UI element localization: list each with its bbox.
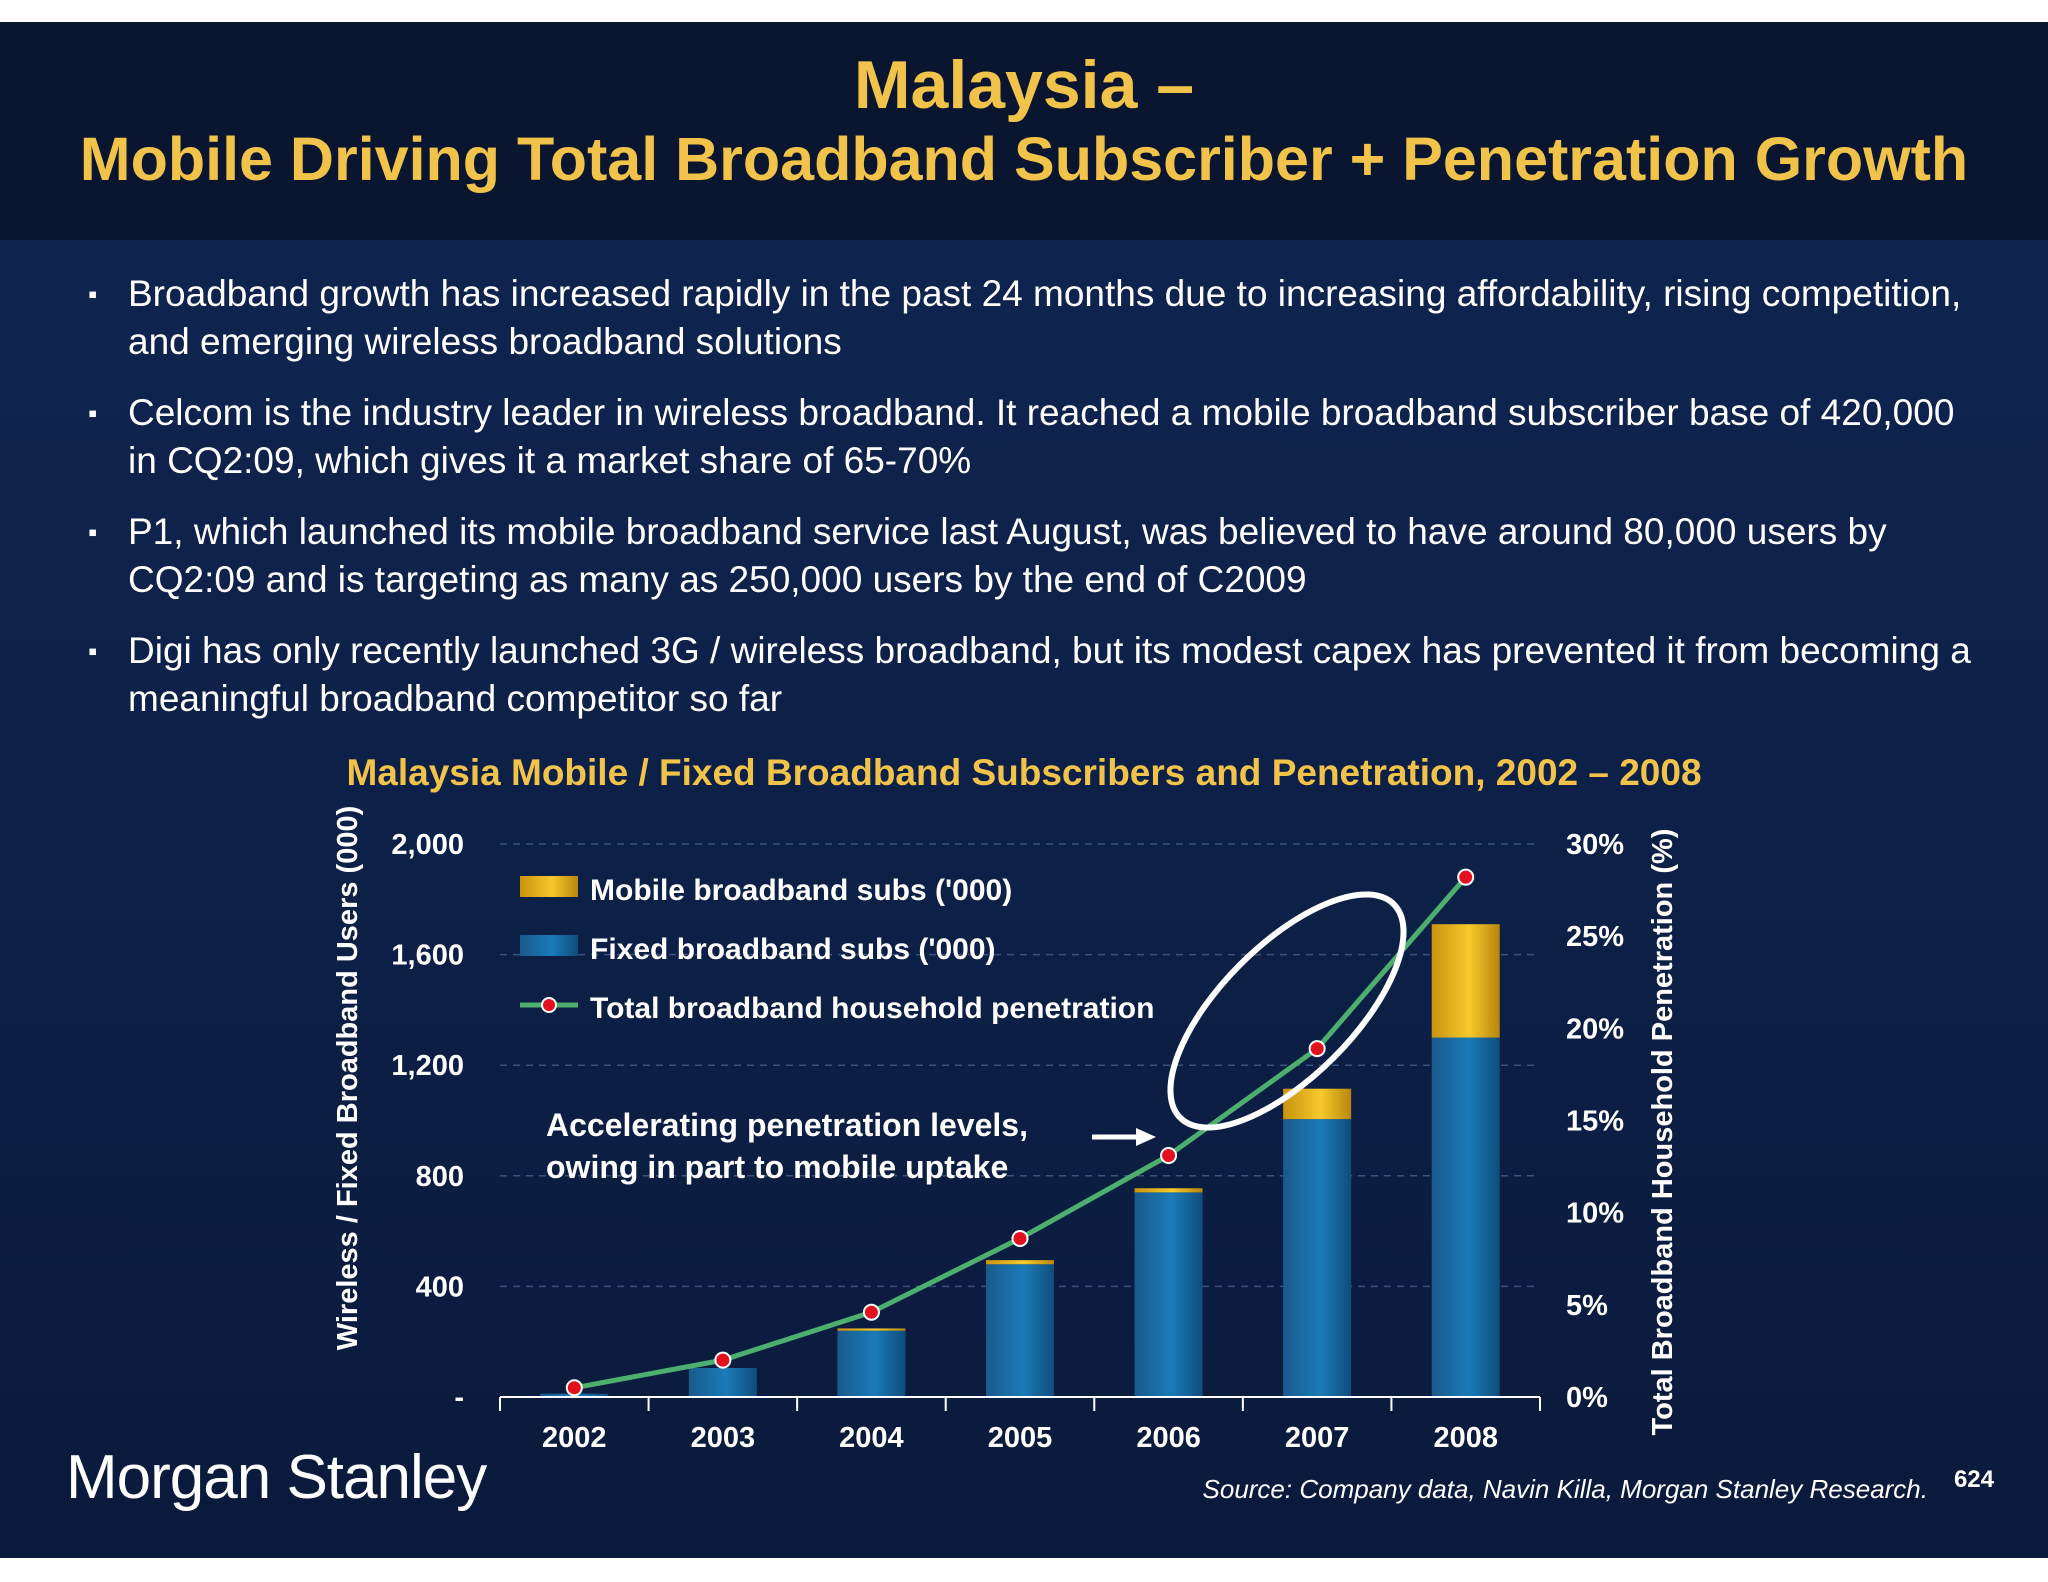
penetration-point-2003	[714, 1351, 732, 1369]
arrow-right-icon	[1092, 1128, 1156, 1146]
legend: Mobile broadband subs ('000) Fixed broad…	[520, 874, 1154, 1025]
bullet-text: Broadband growth has increased rapidly i…	[128, 273, 1962, 362]
chart: - 400 800 1,200 1,600 2,000 0% 5% 10% 15% 20% 25% 30…	[332, 806, 1679, 1454]
bullet-list: ▪ Broadband growth has increased rapidly …	[88, 270, 1988, 746]
title-band: Malaysia – Mobile Driving Total Broadban…	[0, 22, 2048, 240]
x-tick-label: 2008	[1433, 1422, 1498, 1454]
y-tick-label: 2,000	[391, 829, 464, 861]
y-axis-right-label: Total Broadband Household Penetration (%…	[1647, 829, 1679, 1436]
bar-mobile-2005	[986, 1260, 1054, 1265]
penetration-point-2007	[1308, 1040, 1326, 1058]
x-tick-label: 2007	[1285, 1422, 1350, 1454]
bar-mobile-2004	[837, 1328, 906, 1331]
y2-tick-label: 10%	[1566, 1198, 1624, 1230]
bar-mobile-2006	[1134, 1188, 1203, 1193]
chart-title: Malaysia Mobile / Fixed Broadband Subscr…	[346, 752, 1702, 793]
bar-fixed-2004	[837, 1330, 906, 1397]
bullet-square-icon: ▪	[88, 517, 98, 547]
penetration-point-2006	[1160, 1147, 1178, 1165]
annotation: Accelerating penetration levels, owing i…	[546, 891, 1407, 1185]
y-axis-left-label: Wireless / Fixed Broadband Users (000)	[332, 806, 364, 1351]
bullet-square-icon: ▪	[88, 279, 98, 309]
bullet-item: ▪ P1, which launched its mobile broadband…	[88, 508, 1988, 604]
page-number: 624	[1953, 1466, 1994, 1493]
x-tick-label: 2003	[691, 1422, 756, 1454]
penetration-point-2002	[565, 1379, 583, 1397]
x-tick-label: 2004	[839, 1422, 904, 1454]
y-tick-label: 1,600	[391, 940, 464, 972]
bullet-item: ▪ Celcom is the industry leader in wirele…	[88, 389, 1988, 485]
bullet-item: ▪ Digi has only recently launched 3G / wi…	[88, 627, 1988, 723]
y-tick-label: 1,200	[391, 1050, 464, 1082]
y-tick-label: 400	[416, 1271, 464, 1303]
y2-tick-label: 0%	[1566, 1382, 1608, 1414]
bullet-text: Celcom is the industry leader in wireles…	[128, 392, 1955, 481]
y-tick-label: -	[454, 1382, 464, 1414]
bars	[540, 924, 1500, 1397]
y2-tick-label: 20%	[1566, 1013, 1624, 1045]
highlight-ellipse-icon	[1167, 891, 1407, 1131]
morgan-stanley-logo: Morgan Stanley	[66, 1443, 487, 1512]
source-note: Source: Company data, Navin Killa, Morga…	[1202, 1474, 1928, 1504]
y2-tick-label: 25%	[1566, 921, 1624, 953]
y2-tick-label: 15%	[1566, 1106, 1624, 1138]
gridlines	[500, 843, 1540, 1288]
x-tick-label: 2005	[988, 1422, 1053, 1454]
bullet-text: Digi has only recently launched 3G / wir…	[128, 630, 1971, 719]
bar-fixed-2003	[688, 1367, 757, 1397]
bar-fixed-2007	[1283, 1119, 1352, 1397]
bar-fixed-2006	[1134, 1192, 1203, 1397]
legend-label-fixed: Fixed broadband subs ('000)	[590, 933, 996, 966]
bullet-item: ▪ Broadband growth has increased rapidly …	[88, 270, 1988, 366]
legend-swatch-marker	[541, 997, 557, 1013]
page-title: Malaysia –	[853, 47, 1195, 123]
bullet-square-icon: ▪	[88, 636, 98, 666]
y2-tick-label: 5%	[1566, 1290, 1608, 1322]
legend-label-mobile: Mobile broadband subs ('000)	[590, 874, 1012, 907]
annotation-text-line2: owing in part to mobile uptake	[546, 1149, 1008, 1185]
bullet-square-icon: ▪	[88, 398, 98, 428]
y2-tick-label: 30%	[1566, 829, 1624, 861]
penetration-point-2005	[1011, 1229, 1029, 1247]
bar-mobile-2008	[1431, 924, 1500, 1038]
bullet-text: P1, which launched its mobile broadband …	[128, 511, 1887, 600]
axes: - 400 800 1,200 1,600 2,000 0% 5% 10% 15% 20% 25% 30…	[391, 829, 1624, 1454]
penetration-point-2008	[1457, 868, 1475, 886]
penetration-line-layer	[565, 868, 1475, 1397]
annotation-text-line1: Accelerating penetration levels,	[546, 1107, 1028, 1143]
bar-fixed-2008	[1431, 1037, 1500, 1397]
legend-swatch-mobile	[520, 876, 578, 897]
bar-fixed-2005	[986, 1264, 1054, 1397]
y-tick-label: 800	[416, 1161, 464, 1193]
x-tick-label: 2006	[1136, 1422, 1201, 1454]
x-tick-label: 2002	[542, 1422, 607, 1454]
page-subtitle: Mobile Driving Total Broadband Subscribe…	[79, 125, 1969, 193]
penetration-point-2004	[862, 1303, 880, 1321]
slide: Malaysia – Mobile Driving Total Broadban…	[0, 22, 2048, 1558]
legend-swatch-fixed	[520, 935, 578, 956]
legend-label-penetration: Total broadband household penetration	[590, 992, 1154, 1025]
